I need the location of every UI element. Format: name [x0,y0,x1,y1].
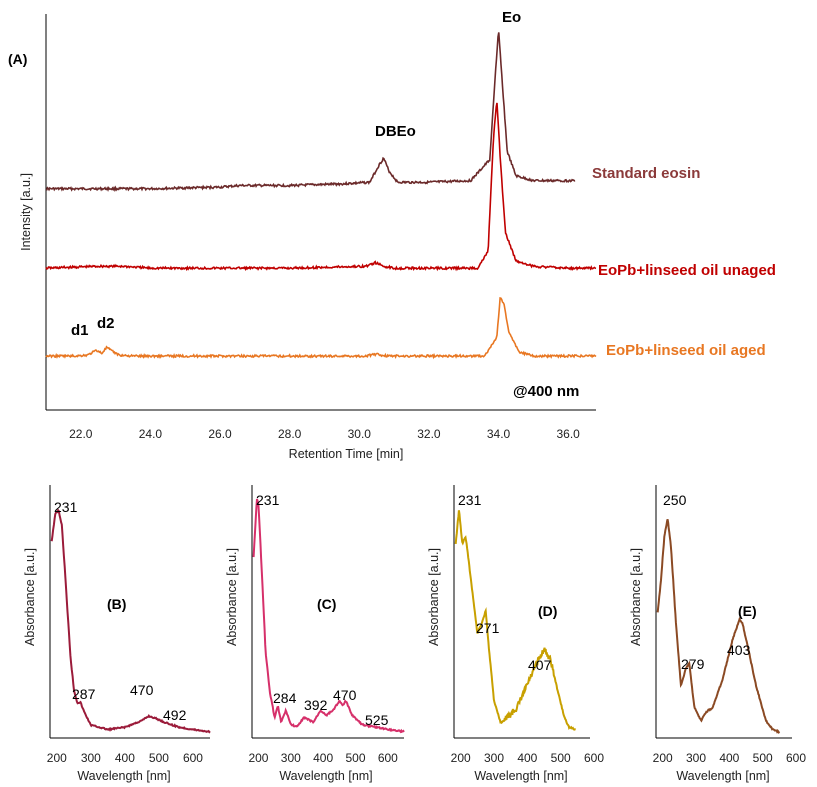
panel-d-peak-231: 231 [458,492,482,508]
panel-e-peak-403: 403 [727,642,751,658]
panel-a-tick-22.0: 22.0 [69,427,93,441]
panel-b-peak-231: 231 [54,499,78,515]
panel-a-traces [45,32,597,360]
panel-c-tick-600: 600 [378,751,398,765]
legend-eopb-unaged: EoPb+linseed oil unaged [598,262,776,279]
panel-b-tick-labels: 200 300 400 500 600 [47,751,204,765]
panel-b-letter: (B) [107,596,126,612]
panel-e-tick-400: 400 [719,751,739,765]
panel-c-peak-525: 525 [365,712,389,728]
legend-eopb-aged: EoPb+linseed oil aged [606,342,766,359]
panel-d-trace [454,510,576,731]
wavelength-annotation: @400 nm [513,383,579,400]
panel-c-peak-392: 392 [304,697,328,713]
panel-c-tick-400: 400 [313,751,333,765]
panel-e-trace [656,519,781,735]
panel-a-x-label: Retention Time [min] [289,447,404,461]
panel-a-letter: (A) [8,51,27,67]
panel-e-letter: (E) [738,603,757,619]
panel-a-tick-28.0: 28.0 [278,427,302,441]
panel-b-x-label: Wavelength [nm] [77,769,170,783]
panel-d-x-label: Wavelength [nm] [474,769,567,783]
panel-e-tick-600: 600 [786,751,806,765]
panel-b-tick-500: 500 [149,751,169,765]
panel-a-tick-36.0: 36.0 [556,427,580,441]
panel-c-y-label: Absorbance [a.u.] [225,548,239,646]
panel-a-tick-32.0: 32.0 [417,427,441,441]
panel-d-tick-labels: 200 300 400 500 600 [451,751,605,765]
legend-standard-eosin: Standard eosin [592,165,700,182]
panel-e-peak-279: 279 [681,656,705,672]
panel-a-tick-34.0: 34.0 [487,427,511,441]
panel-b-tick-600: 600 [183,751,203,765]
panel-a-y-label: Intensity [a.u.] [19,173,33,251]
panel-d-tick-300: 300 [484,751,504,765]
panel-c-tick-200: 200 [248,751,268,765]
panel-a: (A) Intensity [a.u.] Retention Time [min… [8,9,776,461]
panel-c-trace [252,498,405,734]
panel-c-peak-284: 284 [273,690,297,706]
panel-c-x-label: Wavelength [nm] [279,769,372,783]
trace-eopb-aged [45,296,597,360]
panel-d-peak-271: 271 [476,620,500,636]
panel-b-y-label: Absorbance [a.u.] [23,548,37,646]
panel-a-tick-labels: 22.0 24.0 26.0 28.0 30.0 32.0 34.0 36.0 [69,427,580,441]
peak-label-d1: d1 [71,322,89,339]
peak-label-dbeo: DBEo [375,123,416,140]
peak-label-d2: d2 [97,315,115,332]
panel-b-peak-470: 470 [130,682,154,698]
panel-d-tick-500: 500 [551,751,571,765]
trace-eopb-unaged [45,102,597,272]
panel-e-tick-200: 200 [653,751,673,765]
panel-d-tick-600: 600 [584,751,604,765]
panel-b-peak-287: 287 [72,686,96,702]
panel-e-peak-250: 250 [663,492,687,508]
panel-c-letter: (C) [317,596,336,612]
panel-c-tick-500: 500 [345,751,365,765]
panel-d-y-label: Absorbance [a.u.] [427,548,441,646]
panel-c-tick-300: 300 [281,751,301,765]
panel-b: Absorbance [a.u.] Wavelength [nm] (B) 20… [23,485,211,783]
panel-d: Absorbance [a.u.] Wavelength [nm] (D) 20… [427,485,604,783]
panel-e-tick-300: 300 [686,751,706,765]
panel-d-tick-400: 400 [517,751,537,765]
panel-e-x-label: Wavelength [nm] [676,769,769,783]
panel-e: Absorbance [a.u.] Wavelength [nm] (E) 20… [629,485,806,783]
panel-d-letter: (D) [538,603,557,619]
peak-label-eo: Eo [502,9,521,26]
panel-d-peak-407: 407 [528,657,552,673]
panel-a-tick-26.0: 26.0 [208,427,232,441]
panel-b-trace [50,508,211,734]
panel-a-tick-24.0: 24.0 [139,427,163,441]
panel-c-peak-470: 470 [333,687,357,703]
panel-d-tick-200: 200 [451,751,471,765]
panel-e-tick-500: 500 [753,751,773,765]
panel-e-tick-labels: 200 300 400 500 600 [653,751,807,765]
panel-c: Absorbance [a.u.] Wavelength [nm] (C) 20… [225,485,405,783]
panel-a-tick-30.0: 30.0 [348,427,372,441]
panel-b-tick-300: 300 [81,751,101,765]
panel-c-peak-231: 231 [256,492,280,508]
panel-b-peak-492: 492 [163,707,187,723]
panel-b-tick-400: 400 [115,751,135,765]
panel-e-y-label: Absorbance [a.u.] [629,548,643,646]
panel-b-tick-200: 200 [47,751,67,765]
trace-standard-eosin [45,32,576,193]
panel-c-tick-labels: 200 300 400 500 600 [248,751,398,765]
